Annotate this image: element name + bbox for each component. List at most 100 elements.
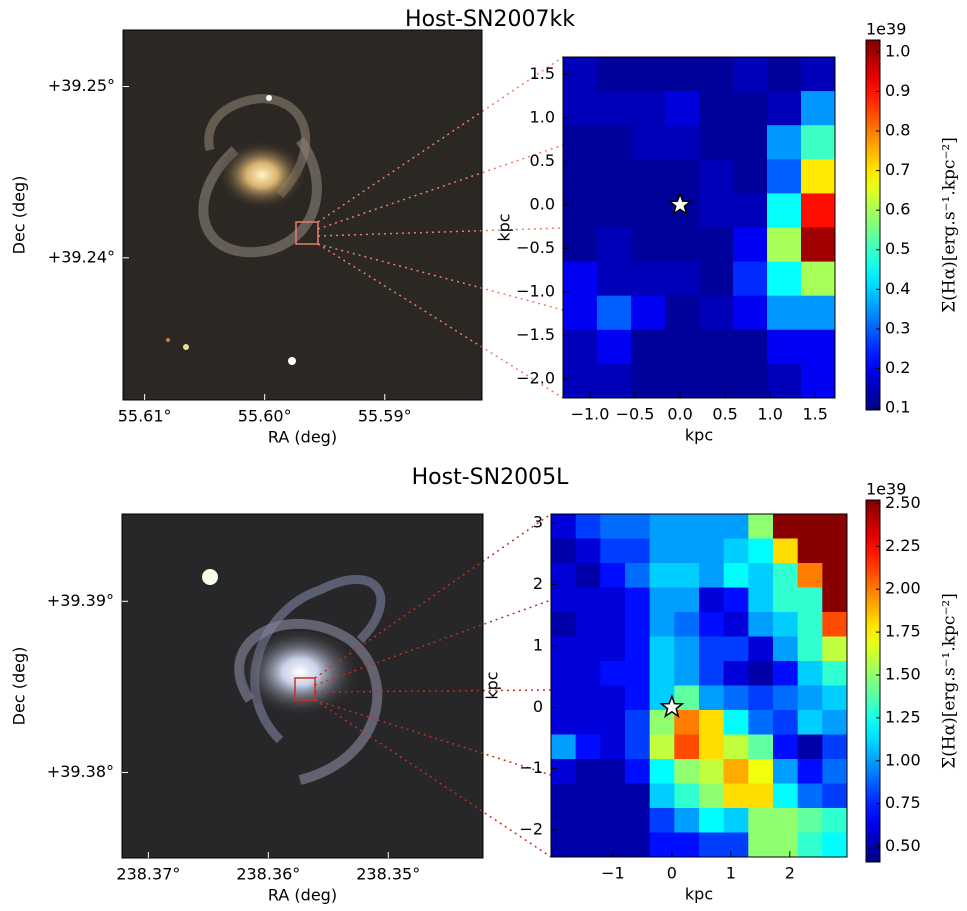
heatmap-cell (733, 227, 768, 263)
heatmap-cell (699, 587, 725, 613)
heatmap-cell (665, 125, 700, 160)
heatmap-cell (551, 587, 577, 613)
heatmap-cell (733, 159, 768, 194)
heatmap-cell (822, 832, 848, 858)
heatmap-cell (767, 125, 802, 160)
heatmap-cell (551, 538, 577, 564)
colorbar-tick-label: 0.75 (885, 793, 921, 812)
panel-title: Host-SN2005L (412, 465, 569, 490)
heatmap-cell (631, 91, 666, 126)
heatmap-cell (773, 783, 799, 809)
heatmap-cell (822, 587, 848, 613)
axes-frame (121, 513, 484, 859)
x-tick-label: 238.37° (116, 865, 180, 884)
heatmap-cell (575, 832, 601, 858)
galaxy-image-1 (123, 30, 482, 400)
heatmap-cell (665, 329, 700, 365)
colorbar-label: Σ(Hα)[erg.s⁻¹.kpc⁻²] (940, 593, 960, 769)
heatmap-cell (801, 295, 836, 331)
heatmap-cell (699, 363, 734, 399)
heatmap-cell (797, 636, 823, 662)
heatmap-cell (600, 759, 626, 784)
heatmap-cell (767, 261, 802, 297)
heatmap-cell (575, 514, 601, 539)
heatmap-cell (748, 710, 774, 735)
heatmap-cell (631, 57, 666, 92)
heatmap-cell (767, 329, 802, 365)
y-tick-label: +39.39° (47, 591, 114, 610)
colorbar-tick-label: 1.50 (885, 664, 921, 683)
heatmap-cell (625, 514, 651, 539)
heatmap-cell (797, 685, 823, 711)
heatmap-cell (767, 295, 802, 331)
x-axis-label: RA (deg) (268, 886, 337, 905)
heatmap-cell (674, 636, 700, 662)
heatmap-cell (773, 832, 799, 858)
colorbar-tick-label: 2.50 (885, 493, 921, 512)
heatmap-cell (748, 661, 774, 686)
heatmap-cell (723, 710, 749, 735)
y-axis-label: kpc (495, 213, 514, 241)
heatmap-cell (649, 587, 675, 613)
heatmap-cell (723, 514, 749, 539)
heatmap-cell (597, 295, 632, 331)
heatmap-cell (649, 538, 675, 564)
heatmap-cell (551, 734, 577, 760)
heatmap-cell (748, 759, 774, 784)
heatmap-cell (699, 734, 725, 760)
heatmap-cell (748, 685, 774, 711)
heatmap-cell (575, 636, 601, 662)
heatmap-cell (665, 295, 700, 331)
heatmap-cell (797, 808, 823, 833)
heatmap-cell (575, 783, 601, 809)
y-tick-label: 3 (533, 513, 543, 532)
heatmap-cell (665, 363, 700, 399)
heatmap-cell (674, 832, 700, 858)
y-tick-label: +39.38° (47, 762, 114, 781)
heatmap-cell (597, 329, 632, 365)
heatmap-cell (563, 193, 598, 228)
colorbar-tick-label: 1.0 (885, 41, 910, 60)
heatmap-cell (699, 612, 725, 637)
heatmap-cell (649, 636, 675, 662)
heatmap-cell (551, 563, 577, 588)
sn-star (659, 694, 685, 718)
colorbar-tick-label: 0.9 (885, 81, 910, 100)
heatmap-cell (600, 710, 626, 735)
heatmap-cell (801, 91, 836, 126)
heatmap-cell (797, 832, 823, 858)
heatmap-cell (575, 710, 601, 735)
heatmap-cell (822, 514, 848, 539)
heatmap-cell (699, 783, 725, 809)
heatmap-cell (767, 57, 802, 92)
y-tick-label: −1 (519, 758, 543, 777)
heatmap-cell (649, 661, 675, 686)
heatmap-cell (801, 159, 836, 194)
heatmap-cell (665, 159, 700, 194)
heatmap-cell (699, 261, 734, 297)
heatmap-cell (797, 734, 823, 760)
heatmap-cell (563, 159, 598, 194)
heatmap-cell (797, 710, 823, 735)
heatmap-cell (822, 710, 848, 735)
heatmap-cell (767, 159, 802, 194)
heatmap-cell (551, 612, 577, 637)
heatmap-cell (551, 808, 577, 833)
x-tick-label: 55.59° (358, 407, 412, 426)
x-tick-label: 238.35° (356, 865, 420, 884)
heatmap-cell (649, 832, 675, 858)
heatmap-cell (699, 57, 734, 92)
heatmap-cell (563, 227, 598, 263)
heatmap-cell (748, 538, 774, 564)
heatmap-cell (575, 612, 601, 637)
colorbar-tick-label: 2.25 (885, 536, 921, 555)
heatmap-cell (674, 563, 700, 588)
heatmap-cell (575, 759, 601, 784)
heatmap-cell (600, 587, 626, 613)
heatmap-cell (665, 57, 700, 92)
heatmap-cell (649, 783, 675, 809)
heatmap-cell (822, 759, 848, 784)
heatmap-cell (797, 587, 823, 613)
y-tick-label: −1.0 (516, 281, 555, 300)
y-tick-label: −1.5 (516, 325, 555, 344)
